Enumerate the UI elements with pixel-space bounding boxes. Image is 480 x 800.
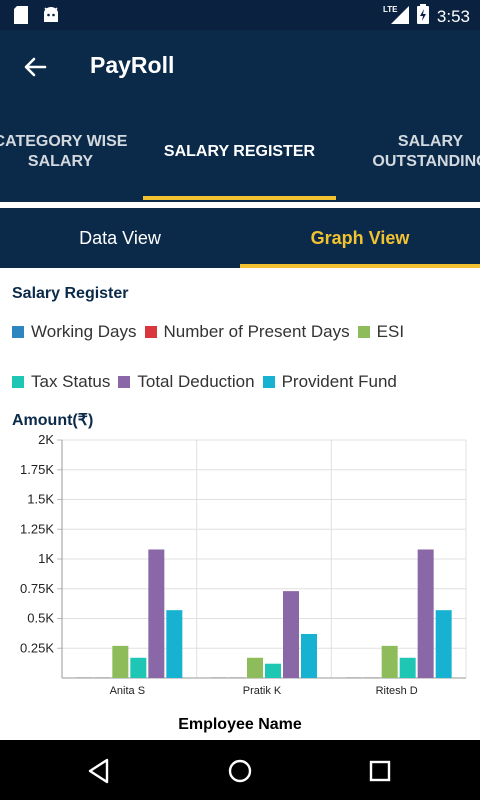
- chart-title: Salary Register: [12, 285, 129, 302]
- legend-label: Total Deduction: [137, 372, 255, 391]
- legend-item[interactable]: ESI: [357, 322, 405, 342]
- navigation-bar: [0, 740, 480, 800]
- bar-esi: [381, 645, 398, 678]
- bar-tax-status: [399, 657, 416, 678]
- nav-home-button[interactable]: [225, 756, 255, 786]
- y-axis-title: Amount(₹): [12, 412, 94, 429]
- status-bar: LTE 3:53: [0, 0, 480, 30]
- legend-label: Provident Fund: [281, 372, 397, 391]
- arrow-left-icon: [24, 57, 47, 77]
- square-recents-icon: [369, 760, 391, 782]
- tab-category-wise-salary[interactable]: CATEGORY WISE SALARY: [0, 133, 128, 170]
- x-tick-label: Pratik K: [243, 685, 282, 697]
- back-button[interactable]: [20, 52, 50, 82]
- y-tick-label: 2K: [38, 432, 54, 447]
- bar-total-deduction: [148, 549, 165, 678]
- y-tick-label: 1K: [38, 551, 54, 566]
- legend-label: Tax Status: [31, 372, 111, 391]
- tab-graph-view[interactable]: Graph View: [310, 227, 410, 248]
- nav-recents-button[interactable]: [365, 756, 395, 786]
- legend-item[interactable]: Working Days: [12, 322, 137, 342]
- legend-row-1: Working Days Number of Present Days ESI: [12, 322, 412, 342]
- bar-esi: [247, 657, 263, 678]
- legend-item[interactable]: Number of Present Days: [144, 322, 350, 342]
- page-title: PayRoll: [90, 52, 175, 78]
- legend-label: Number of Present Days: [163, 322, 350, 341]
- tab-bar: CATEGORY WISE SALARY SALARY REGISTER SAL…: [0, 102, 480, 202]
- legend-item[interactable]: Provident Fund: [262, 372, 397, 392]
- bar-total-deduction: [417, 549, 434, 678]
- legend-swatch: [118, 376, 131, 388]
- nav-back-button[interactable]: [84, 756, 114, 786]
- y-tick-label: 0.5K: [27, 611, 54, 626]
- legend-item[interactable]: Total Deduction: [118, 372, 255, 392]
- legend-swatch: [262, 376, 275, 388]
- svg-text:LTE: LTE: [383, 5, 398, 14]
- bar-chart: 0.25K 0.5K 0.75K 1K 1.25K 1.5K 1.75K 2K Anita S P…: [20, 432, 467, 697]
- bar-provident-fund: [435, 610, 452, 678]
- bar-tax-status: [265, 663, 281, 678]
- bar-tax-status: [130, 657, 147, 678]
- bar-provident-fund: [166, 610, 183, 678]
- y-tick-label: 1.25K: [20, 521, 54, 536]
- x-tick-label: Anita S: [110, 685, 145, 697]
- legend-item[interactable]: Tax Status: [12, 372, 110, 392]
- tab-data-view[interactable]: Data View: [79, 227, 161, 248]
- legend-label: ESI: [376, 322, 405, 341]
- battery-charging-icon: [416, 4, 429, 29]
- bar-total-deduction: [283, 591, 299, 678]
- sd-card-icon: [14, 6, 28, 29]
- legend-swatch: [357, 326, 370, 338]
- legend-label: Working Days: [31, 322, 137, 341]
- status-time: 3:53: [436, 6, 470, 26]
- legend-swatch: [144, 326, 157, 338]
- y-tick-label: 1.75K: [20, 462, 54, 477]
- x-tick-label: Ritesh D: [376, 685, 418, 697]
- legend-row-2: Tax Status Total Deduction Provident Fun…: [12, 372, 405, 392]
- app-bar: PayRoll: [0, 30, 480, 102]
- tab-indicator: [143, 196, 336, 200]
- legend-swatch: [12, 326, 24, 338]
- y-tick-label: 0.75K: [20, 581, 54, 596]
- circle-home-icon: [228, 759, 252, 783]
- legend-swatch: [12, 376, 24, 388]
- view-toggle: Data View Graph View: [0, 208, 480, 268]
- tab-salary-register[interactable]: SALARY REGISTER: [163, 143, 316, 160]
- x-axis-title: Employee Name: [178, 716, 302, 733]
- subtab-indicator: [240, 264, 480, 268]
- bar-esi: [112, 645, 129, 678]
- y-tick-label: 1.5K: [27, 492, 54, 507]
- y-tick-label: 0.25K: [20, 640, 54, 655]
- bar-provident-fund: [301, 633, 317, 678]
- tab-salary-outstanding[interactable]: SALARY OUTSTANDING: [372, 133, 480, 170]
- triangle-back-icon: [88, 758, 109, 784]
- android-icon: [42, 6, 60, 29]
- lte-signal-icon: LTE: [383, 4, 409, 29]
